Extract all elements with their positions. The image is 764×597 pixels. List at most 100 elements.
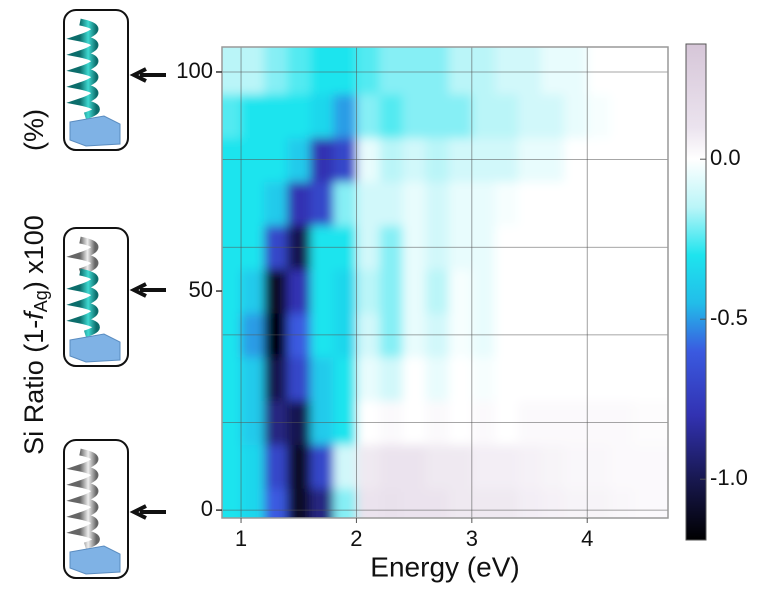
helix <box>66 236 99 276</box>
substrate <box>69 333 121 363</box>
y-label-part: Si Ratio (1- <box>19 320 49 455</box>
arrow <box>129 67 166 83</box>
heatmap-cell <box>633 181 657 226</box>
heatmap-cell <box>471 47 496 95</box>
heatmap-cell <box>471 93 496 139</box>
y-label-part: Ag <box>31 290 51 312</box>
heatmap-cell <box>333 488 357 518</box>
heatmap-cell <box>656 47 668 95</box>
heatmap-cell <box>471 488 496 518</box>
heatmap-cell <box>356 47 381 95</box>
heatmap-cell <box>587 488 611 518</box>
heatmap-cell <box>471 356 496 402</box>
colorbar-tick-label: 0.0 <box>710 145 741 170</box>
heatmap-cell <box>379 93 404 139</box>
heatmap-cell <box>333 47 357 95</box>
grid <box>222 47 668 518</box>
heatmap-cell <box>564 356 588 402</box>
heatmap-cell <box>379 269 404 314</box>
heatmap-cell <box>656 356 668 402</box>
x-tick-label: 3 <box>466 526 478 551</box>
heatmap-cell <box>241 444 265 489</box>
heatmap-cell <box>471 181 496 226</box>
substrate <box>69 115 121 147</box>
heatmap-cell <box>222 93 242 139</box>
heatmap-cell <box>448 269 473 314</box>
heatmap-cell <box>517 356 542 402</box>
heatmap-cell <box>425 356 450 402</box>
heatmap-cell <box>517 444 542 489</box>
heatmap-cell <box>494 488 519 518</box>
heatmap-cell <box>587 269 611 314</box>
x-tick-label: 4 <box>581 526 593 551</box>
heatmap-cell <box>287 356 311 402</box>
heatmap-cell <box>287 269 311 314</box>
heatmap-cell <box>264 269 288 314</box>
y-tick-label: 50 <box>189 277 213 302</box>
helix <box>66 448 100 550</box>
heatmap-cell <box>333 269 357 314</box>
heatmap-cell <box>264 356 288 402</box>
heatmap-cell <box>610 444 634 489</box>
heatmap-cell <box>241 269 265 314</box>
heatmap-cell <box>656 93 668 139</box>
y-tick-label: 0 <box>201 496 213 521</box>
heatmap-cell <box>264 181 288 226</box>
colorbar <box>685 43 707 541</box>
heatmap-cell <box>287 47 311 95</box>
heatmap-cell <box>264 47 288 95</box>
heatmap-cell <box>517 181 542 226</box>
heatmap-cell <box>222 356 242 402</box>
heatmap-cell <box>310 47 334 95</box>
heatmap-cell <box>471 269 496 314</box>
axes: 1 2 3 4 0 50 100 <box>176 58 593 551</box>
heatmap-cell <box>310 93 334 139</box>
heatmap-cell <box>494 356 519 402</box>
heatmap-cell <box>402 444 427 489</box>
heatmap-cell <box>264 93 288 139</box>
y-label-part: f <box>19 310 49 320</box>
heatmap-cell <box>541 93 565 139</box>
heatmap-cell <box>494 181 519 226</box>
colorbar-ticks: 0.0 -0.5 -1.0 <box>700 145 748 490</box>
heatmap-cell <box>610 47 634 95</box>
heatmap-cell <box>425 269 450 314</box>
heatmap-cell <box>287 181 311 226</box>
heatmap-cell <box>264 444 288 489</box>
heatmap-cell <box>310 444 334 489</box>
heatmap-cell <box>610 93 634 139</box>
heatmap-cell <box>587 444 611 489</box>
heatmap-cell <box>241 47 265 95</box>
heatmap-cell <box>587 93 611 139</box>
heatmap-cell <box>656 269 668 314</box>
heatmap-cell <box>402 93 427 139</box>
heatmap-cell <box>333 93 357 139</box>
heatmap-cell <box>356 444 381 489</box>
heatmap-cell <box>222 181 242 226</box>
substrate <box>69 545 121 575</box>
heatmap-cell <box>656 488 668 518</box>
heatmap-cell <box>448 488 473 518</box>
helix <box>66 268 100 338</box>
heatmap-cell <box>541 269 565 314</box>
heatmap-cell <box>633 93 657 139</box>
heatmap-cell <box>564 47 588 95</box>
heatmap-cell <box>425 181 450 226</box>
heatmap-cell <box>241 488 265 518</box>
heatmap-cell <box>402 181 427 226</box>
y-axis-label: Si Ratio (1-fAg) x100 <box>19 215 51 455</box>
heatmap-cell <box>564 269 588 314</box>
heatmap-cell <box>448 181 473 226</box>
heatmap-cell <box>541 47 565 95</box>
heatmap-cell <box>517 488 542 518</box>
heatmap-cell <box>448 93 473 139</box>
heatmap-cell <box>425 93 450 139</box>
heatmap-cell <box>656 181 668 226</box>
heatmap-cell <box>564 444 588 489</box>
heatmap-cell <box>379 47 404 95</box>
heatmap-cell <box>402 356 427 402</box>
heatmap-cell <box>287 444 311 489</box>
heatmap-cell <box>310 356 334 402</box>
heatmap-cell <box>517 93 542 139</box>
structure-icons <box>63 9 166 579</box>
